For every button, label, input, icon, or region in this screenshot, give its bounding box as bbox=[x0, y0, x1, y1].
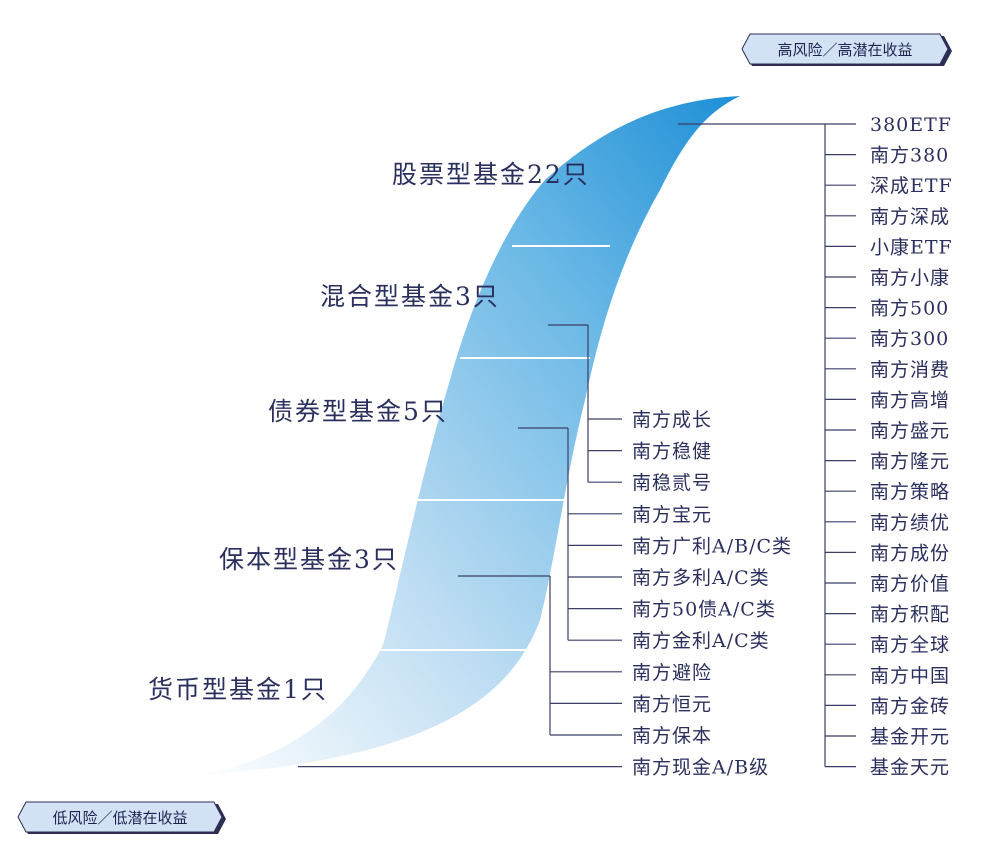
low-risk-badge: 低风险／低潜在收益 bbox=[17, 801, 226, 834]
stock-fund-item: 基金开元 bbox=[870, 726, 950, 748]
stock-fund-item: 南方绩优 bbox=[870, 512, 950, 534]
stock-fund-item: 380ETF bbox=[870, 114, 952, 136]
stock-fund-item: 南方中国 bbox=[870, 665, 950, 687]
category-stock: 股票型基金22只 bbox=[392, 160, 590, 189]
stock-fund-item: 南方小康 bbox=[870, 267, 950, 289]
money-funds-item: 南方现金A/B级 bbox=[632, 757, 769, 779]
high-risk-badge: 高风险／高潜在收益 bbox=[741, 33, 952, 66]
stock-fund-item: 南方500 bbox=[870, 298, 949, 320]
stock-fund-item: 南方金砖 bbox=[870, 695, 950, 717]
stock-fund-item: 南方高增 bbox=[870, 389, 950, 411]
guaranteed-funds-item: 南方恒元 bbox=[632, 693, 712, 715]
stock-fund-item: 南方深成 bbox=[870, 206, 950, 228]
bond-funds-item: 南方宝元 bbox=[632, 504, 712, 526]
category-bond: 债券型基金5只 bbox=[268, 397, 448, 426]
risk-ribbon bbox=[190, 96, 740, 776]
mixed-funds-item: 南稳贰号 bbox=[632, 472, 712, 494]
stock-fund-item: 基金天元 bbox=[870, 757, 950, 779]
guaranteed-funds-item: 南方保本 bbox=[632, 725, 712, 747]
stock-fund-item: 深成ETF bbox=[870, 175, 953, 197]
bond-funds-item: 南方金利A/C类 bbox=[632, 630, 770, 652]
stock-fund-item: 南方380 bbox=[870, 145, 949, 167]
stock-fund-item: 南方积配 bbox=[870, 604, 950, 626]
mixed-funds-item: 南方成长 bbox=[632, 409, 712, 431]
stock-fund-item: 南方全球 bbox=[870, 634, 950, 656]
category-mixed: 混合型基金3只 bbox=[320, 282, 500, 311]
mixed-funds-item: 南方稳健 bbox=[632, 441, 712, 463]
stock-fund-item: 南方成份 bbox=[870, 542, 950, 564]
guaranteed-funds-item: 南方避险 bbox=[632, 662, 712, 684]
category-guaranteed: 保本型基金3只 bbox=[219, 545, 399, 574]
bond-funds-item: 南方多利A/C类 bbox=[632, 567, 770, 589]
other-fund-list: 南方成长南方稳健南稳贰号南方宝元南方广利A/B/C类南方多利A/C类南方50债A… bbox=[632, 409, 792, 779]
connector-lines bbox=[298, 123, 856, 768]
stock-fund-item: 南方价值 bbox=[870, 573, 950, 595]
stock-fund-item: 南方盛元 bbox=[870, 420, 950, 442]
category-money: 货币型基金1只 bbox=[148, 675, 328, 704]
stock-fund-item: 南方300 bbox=[870, 328, 949, 350]
high-risk-label: 高风险／高潜在收益 bbox=[777, 41, 912, 59]
bond-funds-item: 南方50债A/C类 bbox=[632, 599, 776, 621]
stock-fund-item: 南方策略 bbox=[870, 481, 950, 503]
stock-fund-item: 小康ETF bbox=[870, 236, 953, 258]
bond-funds-item: 南方广利A/B/C类 bbox=[632, 535, 792, 557]
stock-fund-item: 南方隆元 bbox=[870, 451, 950, 473]
low-risk-label: 低风险／低潜在收益 bbox=[52, 809, 187, 827]
stock-fund-item: 南方消费 bbox=[870, 359, 950, 381]
